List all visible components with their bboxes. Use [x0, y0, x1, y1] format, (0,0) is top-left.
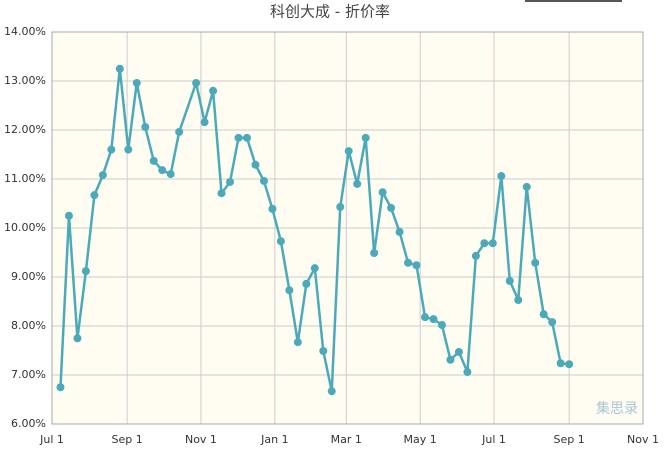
marker	[276, 237, 285, 246]
marker	[548, 318, 557, 327]
marker	[192, 78, 201, 87]
marker	[200, 118, 209, 127]
x-tick-label: Jan 1	[260, 433, 288, 446]
marker	[370, 248, 379, 257]
marker	[226, 177, 235, 186]
marker	[175, 127, 184, 136]
marker	[310, 264, 319, 273]
y-tick-label: 7.00%	[11, 368, 46, 381]
marker	[132, 78, 141, 87]
marker	[209, 86, 218, 95]
marker	[531, 258, 540, 267]
x-tick-label: Sep 1	[111, 433, 142, 446]
marker	[539, 310, 548, 319]
marker	[437, 321, 446, 330]
marker	[429, 315, 438, 324]
plot-border	[51, 31, 644, 425]
marker	[56, 383, 65, 392]
marker	[64, 211, 73, 220]
marker	[565, 360, 574, 369]
marker	[141, 123, 150, 132]
x-tick-label: Jul 1	[39, 433, 64, 446]
marker	[522, 182, 531, 191]
legend-edge	[525, 0, 622, 2]
marker	[361, 133, 370, 142]
y-tick-label: 11.00%	[4, 172, 46, 185]
marker	[90, 191, 99, 200]
x-tick-label: Jul 1	[481, 433, 506, 446]
marker	[378, 188, 387, 197]
marker	[454, 347, 463, 356]
x-tick-label: May 1	[404, 433, 437, 446]
marker	[514, 296, 523, 305]
marker	[124, 145, 133, 154]
x-tick-label: Nov 1	[185, 433, 217, 446]
marker	[353, 179, 362, 188]
chart-title: 科创大成 - 折价率	[270, 3, 390, 21]
marker	[293, 338, 302, 347]
y-tick-label: 14.00%	[4, 25, 46, 38]
marker	[463, 368, 472, 377]
marker	[404, 258, 413, 267]
marker	[556, 359, 565, 368]
marker	[327, 387, 336, 396]
marker	[268, 204, 277, 213]
y-tick-label: 6.00%	[11, 417, 46, 430]
marker	[166, 170, 175, 179]
marker	[81, 267, 90, 276]
marker	[259, 176, 268, 185]
marker	[73, 334, 82, 343]
marker	[217, 189, 226, 198]
marker	[98, 171, 107, 180]
marker	[336, 202, 345, 211]
x-tick-label: Nov 1	[627, 433, 659, 446]
marker	[387, 203, 396, 212]
marker	[412, 261, 421, 270]
y-tick-label: 9.00%	[11, 270, 46, 283]
marker	[497, 172, 506, 181]
watermark: 集思录	[596, 400, 638, 417]
marker	[344, 147, 353, 156]
y-tick-label: 12.00%	[4, 123, 46, 136]
marker	[242, 133, 251, 142]
marker	[395, 227, 404, 236]
y-tick-label: 8.00%	[11, 319, 46, 332]
y-tick-label: 13.00%	[4, 74, 46, 87]
marker	[251, 160, 260, 169]
marker	[480, 239, 489, 248]
marker	[488, 239, 497, 248]
marker	[285, 286, 294, 295]
marker	[149, 156, 158, 165]
marker	[319, 346, 328, 355]
marker	[234, 133, 243, 142]
x-tick-label: Sep 1	[554, 433, 585, 446]
marker	[107, 145, 116, 154]
marker	[302, 279, 311, 288]
marker	[158, 166, 167, 175]
marker	[505, 276, 514, 285]
y-tick-label: 10.00%	[4, 221, 46, 234]
marker	[446, 355, 455, 364]
marker	[471, 251, 480, 260]
marker	[421, 313, 430, 322]
x-tick-label: Mar 1	[331, 433, 362, 446]
marker	[115, 64, 124, 73]
